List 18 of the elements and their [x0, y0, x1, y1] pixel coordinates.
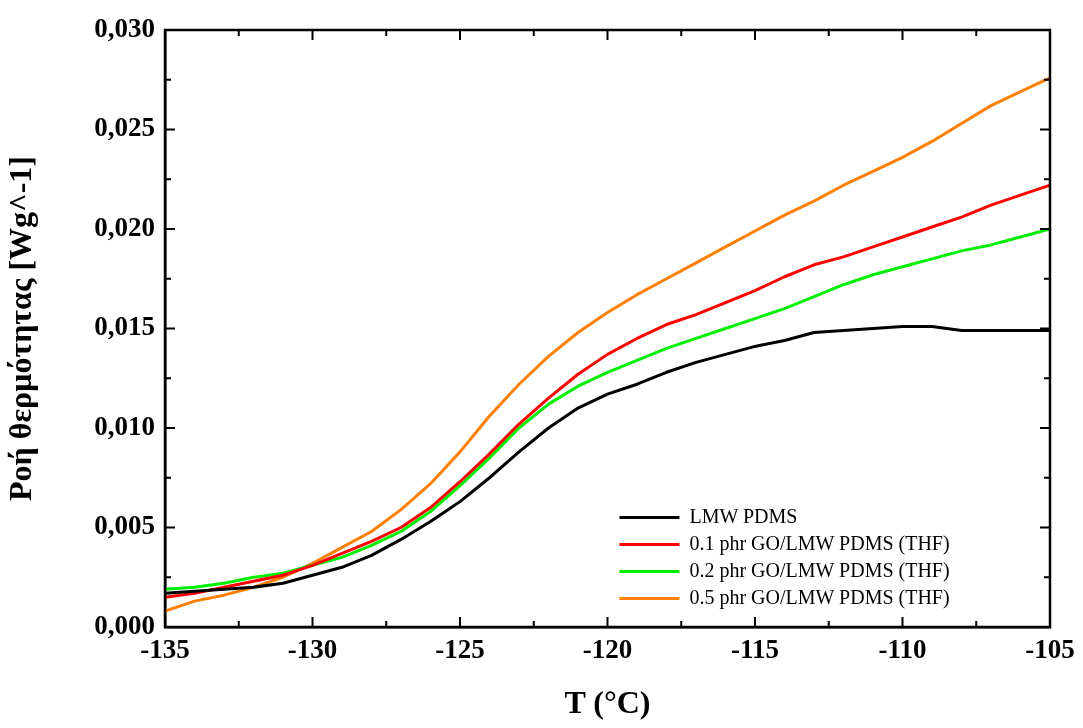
- y-tick-label: 0,005: [94, 510, 155, 541]
- x-tick-label: -130: [287, 634, 338, 665]
- x-tick-label: -105: [1025, 634, 1075, 665]
- x-tick-label: -115: [730, 634, 780, 665]
- y-tick-label: 0,025: [94, 112, 155, 143]
- y-tick-label: 0,020: [94, 211, 155, 242]
- y-tick-label: 0,015: [94, 311, 155, 342]
- legend-label: 0.5 phr GO/LMW PDMS (THF): [689, 585, 950, 609]
- y-axis-title: Ροή θερμότητας [Wg^-1]: [2, 156, 39, 501]
- y-tick-label: 0,010: [94, 410, 155, 441]
- x-tick-label: -120: [582, 634, 633, 665]
- x-axis-title: T (°C): [564, 684, 651, 721]
- y-tick-label: 0,030: [94, 12, 155, 43]
- x-tick-label: -110: [878, 634, 927, 665]
- legend-label: 0.2 phr GO/LMW PDMS (THF): [689, 558, 950, 582]
- x-tick-label: -125: [435, 634, 485, 665]
- legend-label: 0.1 phr GO/LMW PDMS (THF): [689, 531, 950, 555]
- legend-label: LMW PDMS: [689, 504, 798, 527]
